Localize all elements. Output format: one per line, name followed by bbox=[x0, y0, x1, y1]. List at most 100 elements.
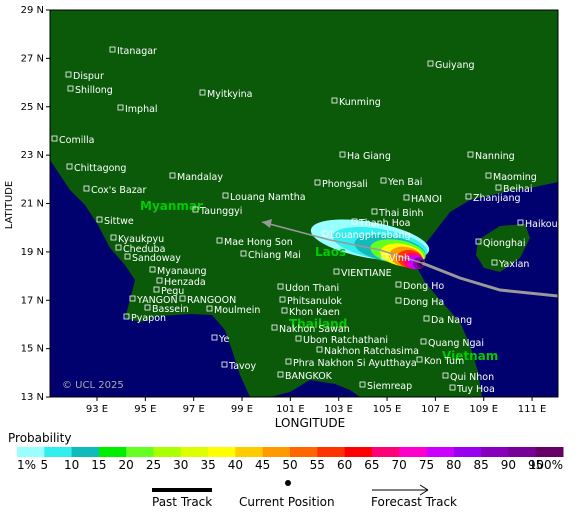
legend-label: 40 bbox=[228, 458, 243, 472]
legend-swatch bbox=[262, 447, 291, 457]
legend-swatch bbox=[235, 447, 264, 457]
city-label: HANOI bbox=[411, 194, 442, 205]
city-label: Mae Hong Son bbox=[224, 237, 293, 248]
current-position-sample bbox=[285, 480, 291, 486]
legend-swatch bbox=[481, 447, 509, 457]
city-marker bbox=[465, 193, 472, 200]
city-label: Kunming bbox=[339, 97, 381, 108]
city-marker bbox=[427, 60, 434, 67]
legend-label: 70 bbox=[392, 458, 407, 472]
city-label: Khon Kaen bbox=[289, 307, 340, 318]
city-marker bbox=[156, 277, 163, 284]
city-marker bbox=[416, 356, 423, 363]
past-track bbox=[421, 261, 558, 298]
legend-label: 30 bbox=[173, 458, 188, 472]
legend-swatch bbox=[153, 447, 182, 457]
legend-swatch bbox=[399, 447, 427, 457]
city-marker bbox=[281, 307, 288, 314]
city-marker bbox=[115, 244, 122, 251]
city-label: Tavoy bbox=[228, 361, 256, 372]
copyright: © UCL 2025 bbox=[62, 380, 124, 391]
city-marker bbox=[314, 179, 321, 186]
city-label: Itanagar bbox=[117, 46, 157, 57]
city-marker bbox=[277, 371, 284, 378]
city-marker bbox=[51, 135, 58, 142]
city-marker bbox=[331, 97, 338, 104]
city-marker bbox=[395, 281, 402, 288]
city-label: Cheduba bbox=[123, 244, 165, 255]
lon-tick-label: 95 E bbox=[134, 404, 156, 415]
city-label: Moulmein bbox=[214, 305, 260, 316]
legend-label: 55 bbox=[310, 458, 325, 472]
legend-swatch bbox=[371, 447, 400, 457]
city-marker bbox=[179, 295, 186, 302]
forecast-arrow-sample bbox=[419, 484, 429, 496]
city-marker bbox=[206, 305, 213, 312]
city-marker bbox=[271, 324, 278, 331]
city-label: Nakhon Sawan bbox=[279, 324, 350, 335]
legend-label: 45 bbox=[255, 458, 270, 472]
city-marker bbox=[192, 206, 199, 213]
legend-label: 1% bbox=[17, 458, 36, 472]
city-label: Quang Ngai bbox=[428, 338, 484, 349]
legend-label: 10 bbox=[64, 458, 79, 472]
city-marker bbox=[359, 381, 366, 388]
hainan bbox=[476, 224, 530, 272]
legend-swatch bbox=[17, 447, 45, 457]
city-label: YANGON bbox=[136, 295, 178, 306]
legend-swatch bbox=[208, 447, 236, 457]
city-marker bbox=[96, 216, 103, 223]
city-label: Siemreap bbox=[367, 381, 412, 392]
legend-label: 60 bbox=[337, 458, 352, 472]
x-axis-title: LONGITUDE bbox=[275, 416, 345, 430]
city-label: Cox's Bazar bbox=[91, 185, 147, 196]
country-label: Vietnam bbox=[442, 349, 498, 363]
cities: Myanmar Laos Thailand Vietnam Itanagar Dispur… bbox=[51, 46, 558, 395]
city-label: RANGOON bbox=[187, 295, 236, 306]
city-label: Dong Ho bbox=[403, 281, 444, 292]
city-label: VIENTIANE bbox=[341, 268, 392, 279]
y-axis-title: LATITUDE bbox=[4, 181, 15, 229]
legend-swatch bbox=[98, 447, 127, 457]
forecast-track bbox=[261, 221, 423, 264]
country-label: Thailand bbox=[289, 317, 347, 331]
city-label: Haikou bbox=[525, 219, 558, 230]
city-label: Taunggyi bbox=[199, 206, 242, 217]
city-marker bbox=[67, 85, 74, 92]
city-label: Mandalay bbox=[177, 172, 223, 183]
city-label: Sittwe bbox=[104, 216, 134, 227]
city-marker bbox=[222, 192, 229, 199]
city-marker bbox=[517, 219, 524, 226]
city-label: Sandoway bbox=[132, 253, 181, 264]
city-label: Dong Ha bbox=[403, 297, 444, 308]
city-label: Chittagong bbox=[74, 163, 126, 174]
city-marker bbox=[333, 268, 340, 275]
city-label: Louang Namtha bbox=[230, 192, 306, 203]
city-marker bbox=[211, 334, 218, 341]
city-label: Udon Thani bbox=[285, 283, 339, 294]
city-label: Comilla bbox=[59, 135, 94, 146]
legend-label: 20 bbox=[119, 458, 134, 472]
city-label: Kon Tum bbox=[424, 356, 464, 367]
legend-label: 25 bbox=[146, 458, 161, 472]
past-track-label: Past Track bbox=[152, 495, 212, 509]
forecast-track-label: Forecast Track bbox=[371, 495, 457, 509]
city-label: Phongsali bbox=[322, 179, 368, 190]
map: Myanmar Laos Thailand Vietnam Itanagar Dispur… bbox=[50, 10, 558, 397]
city-label: BANGKOK bbox=[285, 371, 333, 382]
city-marker bbox=[199, 89, 206, 96]
city-label: Myanaung bbox=[157, 266, 207, 277]
legend-swatch bbox=[44, 447, 73, 457]
legend-label: 65 bbox=[364, 458, 379, 472]
city-label: Dispur bbox=[73, 71, 104, 82]
legend-label: 85 bbox=[473, 458, 488, 472]
lon-tick-label: 103 E bbox=[324, 404, 353, 415]
city-marker bbox=[491, 259, 498, 266]
city-marker bbox=[442, 372, 449, 379]
city-marker bbox=[495, 184, 502, 191]
lon-tick-label: 99 E bbox=[231, 404, 253, 415]
city-label: Nakhon Ratchasima bbox=[324, 346, 419, 357]
legend-swatch bbox=[126, 447, 154, 457]
city-label: Thanh Hoa bbox=[358, 218, 411, 229]
